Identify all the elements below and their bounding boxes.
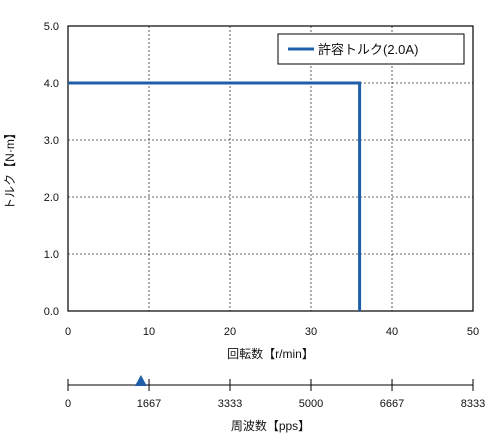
x-tick-label: 30: [305, 326, 317, 338]
frequency-marker-triangle: [134, 375, 147, 386]
x-tick-label: 10: [143, 326, 155, 338]
x-tick-label: 0: [65, 326, 71, 338]
y-tick-label: 0.0: [44, 306, 59, 318]
grid-layer: [68, 26, 473, 311]
allowable-torque-line: [68, 81, 362, 311]
secondary-tick-label: 1667: [137, 398, 161, 410]
y-tick-label: 2.0: [44, 192, 59, 204]
y-tick-label: 3.0: [44, 135, 59, 147]
x-axis-title: 回転数【r/min】: [227, 346, 314, 361]
y-tick-label: 4.0: [44, 78, 59, 90]
y-tick-label: 5.0: [44, 21, 59, 33]
secondary-axis-ticks: 0 1667 3333 5000 6667 8333: [65, 379, 485, 410]
x-tick-label: 20: [224, 326, 236, 338]
x-tick-labels: 0 10 20 30 40 50: [65, 326, 479, 338]
x-tick-label: 40: [386, 326, 398, 338]
secondary-axis-title: 周波数【pps】: [231, 418, 310, 433]
secondary-tick-label: 0: [65, 398, 71, 410]
y-tick-label: 1.0: [44, 249, 59, 261]
secondary-tick-label: 6667: [380, 398, 404, 410]
plot-frame: [67, 25, 474, 312]
secondary-tick-label: 8333: [461, 398, 485, 410]
series-layer: [68, 81, 362, 311]
y-tick-labels: 0.0 1.0 2.0 3.0 4.0 5.0: [44, 21, 59, 318]
legend-label: 許容トルク(2.0A): [318, 42, 418, 57]
x-tick-label: 50: [467, 326, 479, 338]
y-axis-title: トルク【N·m】: [3, 127, 17, 210]
secondary-axis: 0 1667 3333 5000 6667 8333 周波数【pps】: [65, 375, 485, 433]
secondary-tick-label: 3333: [218, 398, 242, 410]
secondary-tick-label: 5000: [299, 398, 323, 410]
legend: 許容トルク(2.0A): [277, 33, 465, 65]
